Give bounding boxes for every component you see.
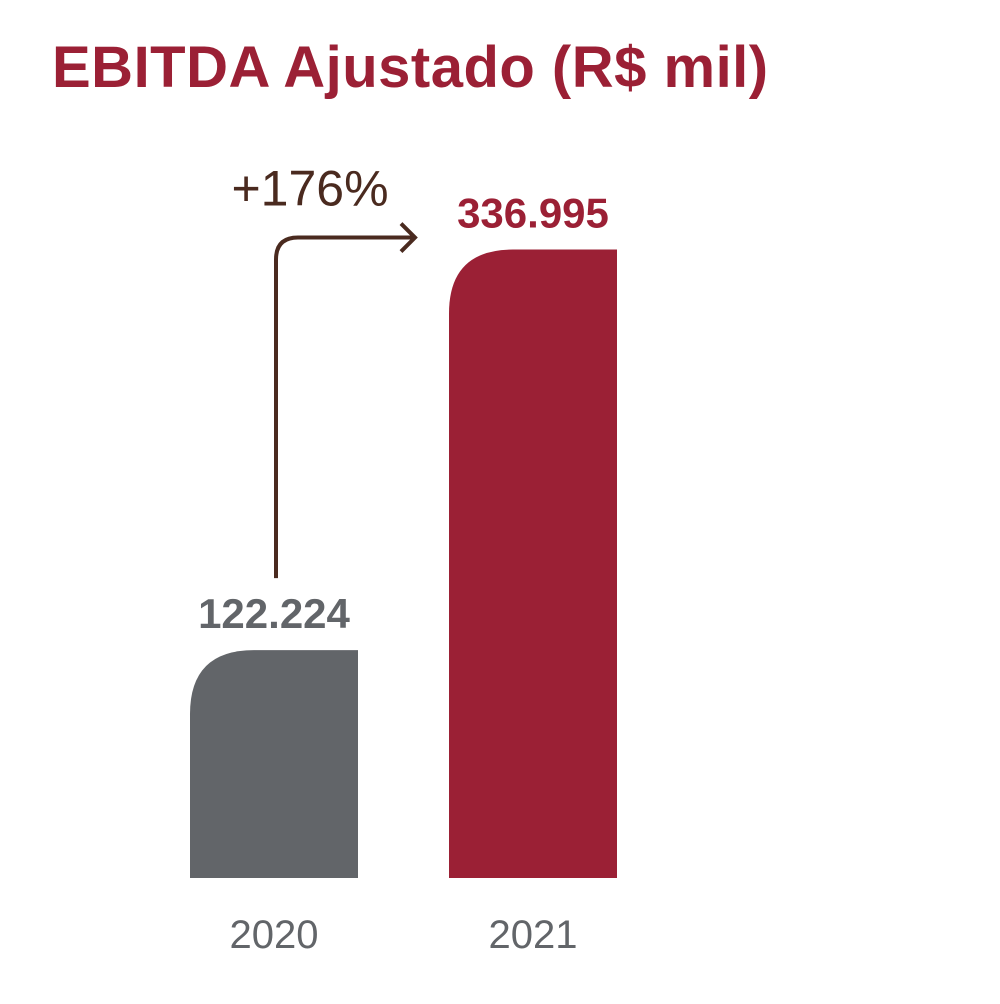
bar-2020 xyxy=(190,650,358,878)
category-label-2021: 2021 xyxy=(489,913,578,957)
value-label-2021: 336.995 xyxy=(457,190,609,237)
value-label-2020: 122.224 xyxy=(198,590,350,637)
growth-label: +176% xyxy=(231,161,388,217)
growth-arrow-line xyxy=(274,235,415,579)
category-label-2020: 2020 xyxy=(230,913,319,957)
bar-2021 xyxy=(449,249,617,878)
growth-arrow-head xyxy=(399,222,418,253)
chart-title: EBITDA Ajustado (R$ mil) xyxy=(52,35,769,100)
